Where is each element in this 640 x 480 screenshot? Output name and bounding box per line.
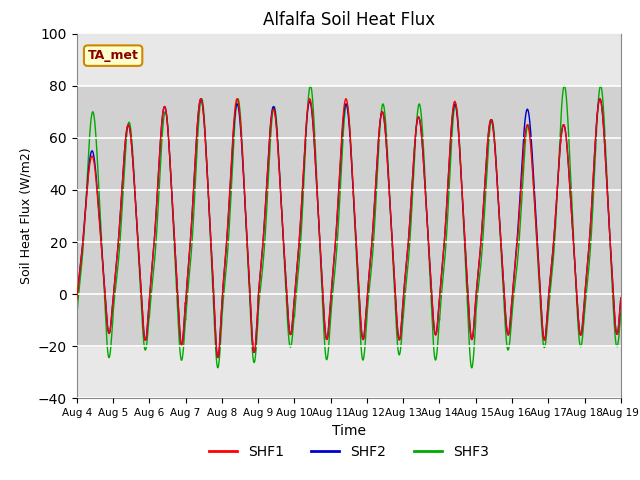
SHF3 xyxy=(616,316,624,322)
Line: SHF1: SHF1 xyxy=(77,99,621,358)
Line: SHF3: SHF3 xyxy=(77,86,621,368)
SHF1 xyxy=(73,297,81,302)
X-axis label: Time: Time xyxy=(332,424,366,438)
SHF2 xyxy=(329,274,337,280)
SHF3 xyxy=(171,246,179,252)
SHF3 xyxy=(328,294,336,300)
SHF3 xyxy=(561,83,568,89)
SHF3 xyxy=(617,310,625,316)
SHF1 xyxy=(214,355,221,360)
SHF1 xyxy=(171,237,179,242)
SHF3 xyxy=(468,365,476,371)
SHF2 xyxy=(73,296,81,302)
Line: SHF2: SHF2 xyxy=(77,99,621,358)
SHF2 xyxy=(616,301,624,307)
Text: TA_met: TA_met xyxy=(88,49,138,62)
SHF2 xyxy=(171,237,179,242)
SHF1 xyxy=(329,274,337,279)
SHF2 xyxy=(441,235,449,241)
SHF3 xyxy=(471,336,479,341)
SHF2 xyxy=(617,295,625,301)
Y-axis label: Soil Heat Flux (W/m2): Soil Heat Flux (W/m2) xyxy=(19,148,33,284)
Title: Alfalfa Soil Heat Flux: Alfalfa Soil Heat Flux xyxy=(263,11,435,29)
SHF1 xyxy=(502,312,509,317)
SHF2 xyxy=(502,312,509,317)
SHF2 xyxy=(596,96,604,102)
Bar xyxy=(77,86,621,346)
SHF1 xyxy=(617,295,625,301)
SHF1 xyxy=(471,311,479,317)
SHF2 xyxy=(471,311,479,317)
Legend: SHF1, SHF2, SHF3: SHF1, SHF2, SHF3 xyxy=(204,439,494,465)
SHF3 xyxy=(502,327,509,333)
SHF3 xyxy=(73,313,81,319)
SHF3 xyxy=(440,260,448,266)
SHF2 xyxy=(214,355,221,360)
SHF1 xyxy=(616,301,624,307)
SHF1 xyxy=(596,96,604,102)
SHF1 xyxy=(441,235,449,240)
